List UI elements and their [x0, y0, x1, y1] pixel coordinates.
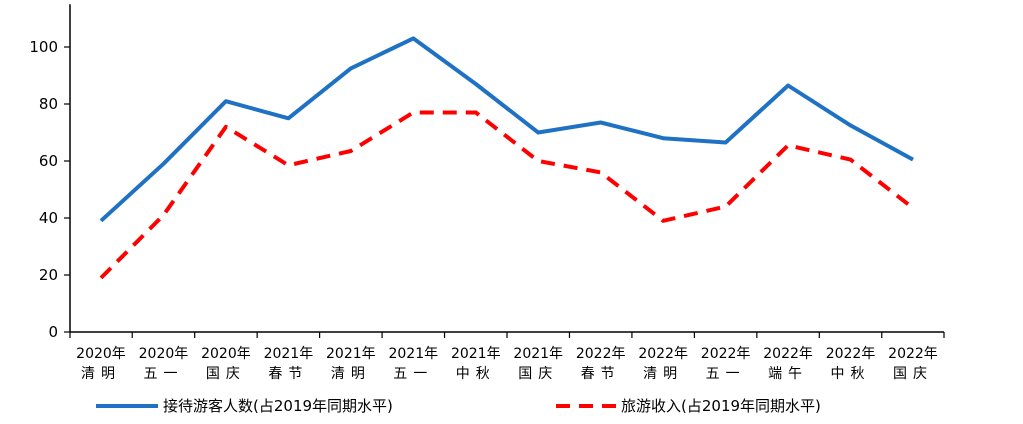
y-axis-ticks: 0 20 40 60 80 100 — [29, 38, 70, 341]
x-tick-label-year: 2021年 — [326, 346, 376, 362]
x-axis-ticks: 2020年清明2020年五一2020年国庆2021年春节2021年清明2021年… — [69, 332, 945, 382]
y-tick-label: 0 — [48, 323, 58, 341]
series-line-revenue — [99, 110, 915, 280]
legend-entry: 旅游收入(占2019年同期水平) — [556, 397, 821, 415]
x-tick-label-year: 2021年 — [513, 346, 563, 362]
x-tick-label-holiday: 五一 — [706, 366, 746, 382]
x-tick-label-holiday: 五一 — [143, 366, 183, 382]
y-tick-label: 20 — [39, 266, 58, 284]
y-tick-label: 40 — [39, 209, 58, 227]
x-tick-label-year: 2022年 — [701, 346, 751, 362]
x-tick-label-year: 2022年 — [638, 346, 688, 362]
legend-entry: 接待游客人数(占2019年同期水平) — [96, 397, 393, 415]
x-tick-label-year: 2021年 — [388, 346, 438, 362]
y-tick-label: 60 — [39, 152, 58, 170]
x-tick-label-year: 2022年 — [763, 346, 813, 362]
x-tick-label-year: 2022年 — [826, 346, 876, 362]
x-tick-label-holiday: 清明 — [81, 366, 121, 382]
x-tick-label-year: 2020年 — [76, 346, 126, 362]
x-tick-label-year: 2021年 — [264, 346, 314, 362]
x-tick-label-holiday: 中秋 — [831, 366, 871, 382]
axes — [69, 4, 944, 333]
x-tick-label-holiday: 清明 — [331, 366, 371, 382]
x-tick-label-holiday: 清明 — [643, 366, 683, 382]
x-tick-label-year: 2022年 — [576, 346, 626, 362]
legend-label: 接待游客人数(占2019年同期水平) — [163, 397, 393, 415]
x-tick-label-year: 2021年 — [451, 346, 501, 362]
x-tick-label-year: 2020年 — [139, 346, 189, 362]
x-tick-label-holiday: 端午 — [768, 366, 808, 382]
legend: 接待游客人数(占2019年同期水平) 旅游收入(占2019年同期水平) — [96, 397, 821, 415]
x-tick-label-holiday: 国庆 — [518, 366, 558, 382]
x-tick-label-year: 2022年 — [888, 346, 938, 362]
x-tick-label-holiday: 国庆 — [206, 366, 246, 382]
series-layer — [99, 36, 915, 280]
x-tick-label-holiday: 五一 — [393, 366, 433, 382]
x-tick-label-holiday: 春节 — [268, 366, 308, 382]
x-tick-label-year: 2020年 — [201, 346, 251, 362]
y-tick-label: 80 — [39, 95, 58, 113]
x-tick-label-holiday: 春节 — [581, 366, 621, 382]
legend-label: 旅游收入(占2019年同期水平) — [621, 397, 821, 415]
x-tick-label-holiday: 国庆 — [893, 366, 933, 382]
y-tick-label: 100 — [29, 38, 58, 56]
series-line-visitors — [99, 36, 914, 223]
x-tick-label-holiday: 中秋 — [456, 366, 496, 382]
